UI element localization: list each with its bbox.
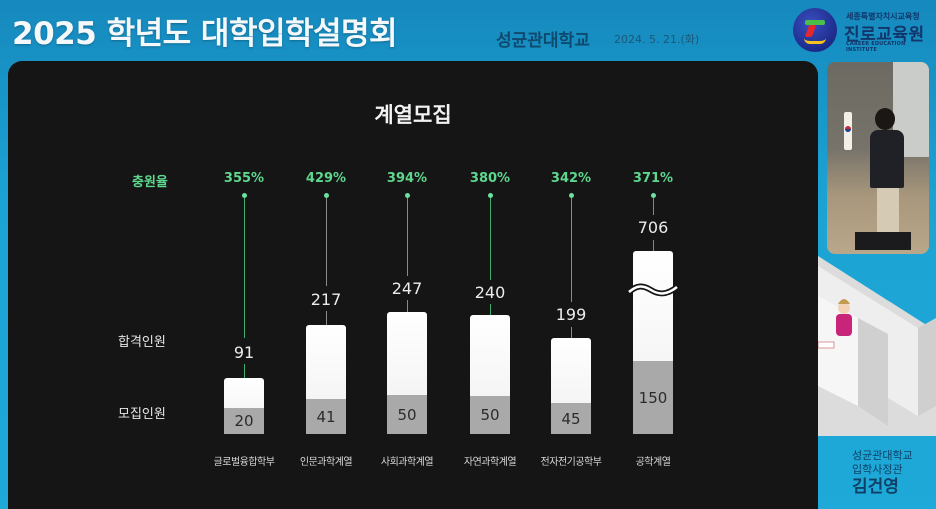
quota-bar: 45 (551, 403, 591, 434)
category-label: 공학계열 (635, 457, 671, 468)
chart-column: 380% 240 50 자연과학계열 (460, 61, 520, 509)
pass-bar: 45 (551, 338, 591, 434)
category-label: 인문과학계열 (299, 457, 353, 468)
rate-value: 394% (386, 171, 428, 186)
speaker-figure (870, 130, 904, 188)
pass-row-label: 합격인원 (118, 335, 166, 350)
org-english-name: CAREER EDUCATION INSTITUTE (846, 41, 906, 53)
quota-bar: 50 (387, 395, 427, 434)
pass-bar: 41 (306, 325, 346, 434)
rate-dot-icon (242, 193, 247, 198)
chart-column: 371% 706 150 공학계열 (623, 61, 683, 509)
pass-bar: 150 (633, 251, 673, 434)
rate-dot-icon (569, 193, 574, 198)
chart-column: 394% 247 50 사회과학계열 (377, 61, 437, 509)
quota-bar: 20 (224, 408, 264, 434)
category-label: 사회과학계열 (380, 457, 434, 468)
category-label: 글로벌융합학부 (213, 457, 275, 468)
rate-dot-icon (488, 193, 493, 198)
pass-value: 217 (310, 290, 342, 309)
presenter-caption: 성균관대학교 입학사정관 김건영 (852, 449, 913, 497)
category-label: 전자전기공학부 (540, 457, 602, 468)
presenter-role: 입학사정관 (852, 463, 903, 476)
leader-line (490, 198, 491, 280)
speaker-figure (877, 186, 899, 234)
rate-value: 342% (550, 171, 592, 186)
org-parent-name: 세종특별자치시교육청 (846, 12, 920, 21)
korean-flag-icon (844, 112, 852, 150)
rate-dot-icon (651, 193, 656, 198)
lecture-hall-illustration (817, 256, 936, 436)
pass-value: 706 (637, 218, 669, 237)
leader-line (653, 240, 654, 251)
pass-value: 247 (391, 279, 423, 298)
leader-line (653, 198, 654, 215)
career-education-logo-icon (793, 8, 837, 52)
leader-line (490, 304, 491, 315)
header-band: 2025 학년도 대학입학설명회 성균관대학교 2024. 5. 21.(화) … (0, 0, 936, 58)
pass-value: 199 (555, 305, 587, 324)
slide-title: 계열모집 (374, 103, 452, 127)
chart-column: 355% 91 20 글로벌융합학부 (214, 61, 275, 509)
speaker-video-feed (827, 62, 929, 254)
pass-bar: 50 (470, 315, 510, 434)
quota-bar: 150 (633, 361, 673, 434)
pass-bar: 20 (224, 378, 264, 434)
leader-line (571, 327, 572, 338)
pass-value: 240 (474, 283, 506, 302)
org-name: 진로교육원 (844, 25, 925, 45)
leader-line (407, 198, 408, 276)
presenter-school: 성균관대학교 (852, 449, 913, 462)
chart-column: 342% 199 45 전자전기공학부 (541, 61, 602, 509)
quota-bar: 50 (470, 396, 510, 434)
pass-bar: 50 (387, 312, 427, 434)
presenter-name: 김건영 (852, 477, 899, 497)
category-label: 자연과학계열 (463, 457, 517, 468)
rate-dot-icon (405, 193, 410, 198)
leader-line (407, 300, 408, 312)
leader-line (571, 198, 572, 302)
leader-line (326, 198, 327, 286)
speaker-figure (875, 108, 895, 130)
leader-line (244, 198, 245, 338)
floor-speaker-icon (855, 232, 911, 250)
leader-line (326, 311, 327, 325)
rate-dot-icon (324, 193, 329, 198)
event-date: 2024. 5. 21.(화) (614, 33, 700, 46)
rate-value: 429% (305, 171, 347, 186)
pass-value: 91 (233, 343, 255, 362)
event-title: 2025 학년도 대학입학설명회 (12, 16, 398, 52)
rate-value: 355% (223, 171, 265, 186)
axis-break-icon (627, 283, 679, 297)
chart-column: 429% 217 41 인문과학계열 (296, 61, 356, 509)
rate-value: 371% (632, 171, 674, 186)
presentation-slide: 계열모집 충원율 합격인원 모집인원 355% 91 20 글로벌융합학부 42… (8, 61, 818, 509)
rate-row-label: 충원율 (132, 175, 168, 190)
school-name: 성균관대학교 (496, 31, 590, 51)
rate-value: 380% (469, 171, 511, 186)
quota-bar: 41 (306, 399, 346, 434)
quota-row-label: 모집인원 (118, 407, 166, 422)
leader-line (244, 364, 245, 378)
